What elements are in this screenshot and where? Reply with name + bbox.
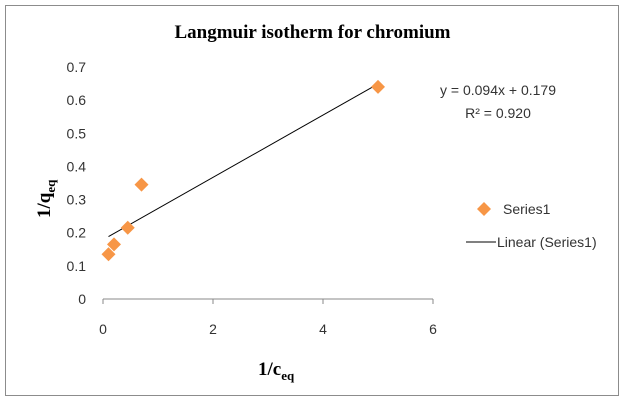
y-tick-label: 0.4 (67, 158, 87, 174)
chart-frame (5, 5, 619, 396)
x-tick-marks (102, 299, 434, 304)
data-point (134, 177, 149, 192)
legend-label-trendline: Linear (Series1) (497, 234, 597, 250)
data-point (101, 247, 116, 262)
y-tick-label: 0.1 (67, 258, 87, 274)
data-point (371, 79, 385, 94)
y-tick-label: 0.5 (67, 125, 87, 141)
trendline (108, 83, 379, 237)
data-point (107, 237, 121, 252)
y-tick-label: 0 (78, 291, 86, 307)
y-tick-label: 0.3 (67, 192, 87, 208)
x-tick-label: 4 (319, 321, 327, 337)
y-tick-labels: 0 0.1 0.2 0.3 0.4 0.5 0.6 0.7 (67, 59, 87, 307)
x-tick-label: 2 (209, 321, 217, 337)
chart-title: Langmuir isotherm for chromium (174, 22, 451, 43)
legend-marker-series1 (477, 202, 491, 216)
y-tick-label: 0.7 (67, 59, 87, 75)
x-axis-title: 1/ceq (258, 359, 295, 383)
y-tick-label: 0.6 (67, 92, 87, 108)
data-points (101, 79, 385, 262)
data-point (120, 220, 135, 235)
r-squared-label: R² = 0.920 (465, 105, 531, 121)
legend-label-series1: Series1 (503, 201, 551, 217)
x-tick-labels: 0 2 4 6 (99, 321, 437, 337)
legend: Series1 Linear (Series1) (466, 201, 597, 250)
y-tick-label: 0.2 (67, 225, 87, 241)
x-tick-label: 0 (99, 321, 107, 337)
trendline-equation: y = 0.094x + 0.179 (440, 82, 556, 98)
x-tick-label: 6 (429, 321, 437, 337)
y-axis-title: 1/qeq (34, 179, 58, 218)
